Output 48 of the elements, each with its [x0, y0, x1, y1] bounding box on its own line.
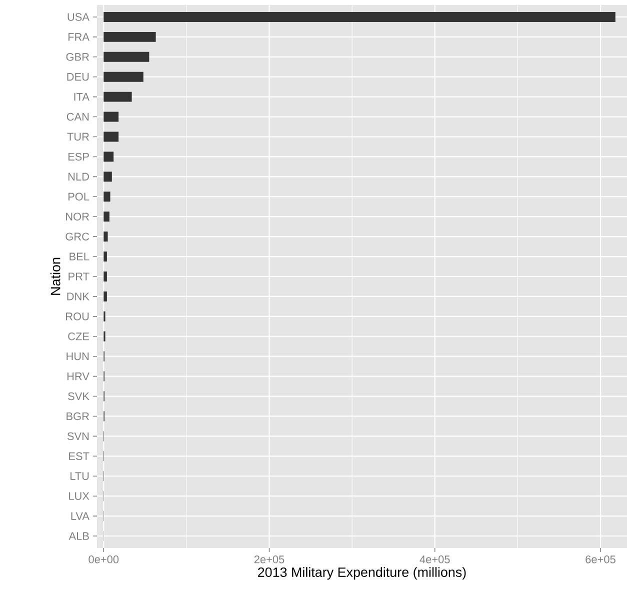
y-tick-label: TUR — [67, 132, 89, 141]
bar — [104, 52, 150, 62]
y-axis-title: Nation — [50, 258, 60, 295]
y-tick-label: ITA — [74, 93, 90, 101]
bar — [104, 72, 144, 82]
bar — [104, 212, 110, 222]
bar — [104, 92, 132, 102]
bar — [104, 172, 112, 182]
x-tick-label: 6e+05 — [586, 556, 616, 564]
y-tick-label: ROU — [66, 312, 89, 320]
y-tick-label: DEU — [67, 73, 89, 81]
y-tick-label: LVA — [71, 512, 90, 520]
y-tick-label: GBR — [66, 53, 89, 61]
bar — [104, 132, 119, 142]
y-tick-label: NOR — [66, 212, 89, 220]
y-tick-label: LTU — [70, 472, 89, 480]
y-tick-label: ALB — [68, 532, 89, 540]
bar — [104, 32, 156, 42]
y-tick-label: HRV — [67, 372, 90, 380]
y-tick-label: NLD — [68, 172, 89, 180]
y-tick-label: SVK — [68, 392, 90, 400]
y-tick-label: PRT — [68, 272, 90, 280]
y-tick-label: USA — [68, 13, 90, 21]
y-tick-label: GRC — [66, 232, 90, 240]
y-tick-label: EST — [69, 452, 90, 460]
y-tick-label: BGR — [66, 412, 89, 420]
bar — [104, 192, 110, 202]
y-tick-label: CZE — [68, 332, 90, 340]
x-axis-title: 2013 Military Expenditure (millions) — [258, 567, 466, 580]
y-tick-label: HUN — [66, 352, 89, 360]
bar — [104, 12, 616, 22]
x-tick-label: 2e+05 — [254, 556, 284, 564]
x-tick-label: 0e+00 — [88, 556, 119, 564]
bar — [104, 232, 108, 242]
bar — [104, 291, 107, 302]
y-tick-label: SVN — [67, 432, 89, 440]
y-tick-label: POL — [68, 192, 90, 201]
x-tick-label: 4e+05 — [420, 556, 450, 564]
y-tick-label: DNK — [67, 292, 90, 300]
bar — [104, 112, 119, 122]
y-tick-label: BEL — [70, 252, 90, 260]
bar — [104, 252, 107, 262]
y-tick-label: FRA — [68, 33, 90, 41]
y-tick-label: ESP — [68, 152, 89, 161]
y-tick-label: LUX — [69, 492, 90, 500]
bar — [104, 272, 107, 282]
bar — [104, 152, 114, 162]
y-tick-label: CAN — [66, 112, 89, 121]
